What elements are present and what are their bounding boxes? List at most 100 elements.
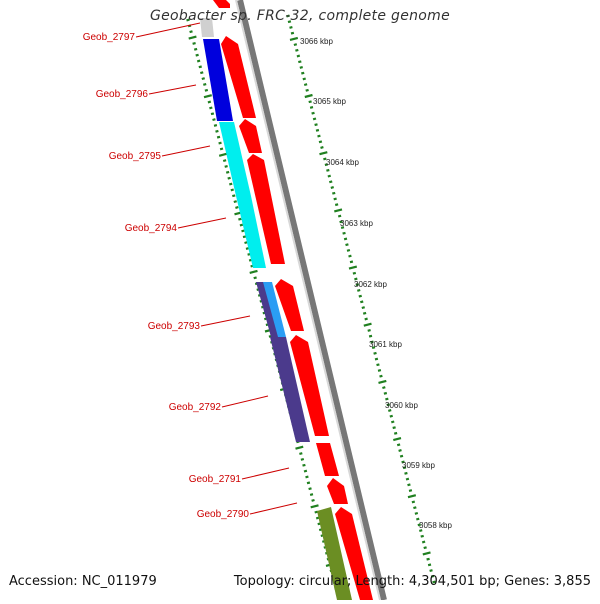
genome-summary-text: Topology: circular; Length: 4,304,501 bp… <box>234 574 591 589</box>
minor-tick <box>217 137 220 138</box>
minor-tick <box>350 262 353 263</box>
minor-tick <box>321 147 324 148</box>
leader-geob-2793 <box>201 316 250 326</box>
minor-tick <box>315 512 318 513</box>
forward-gene-8[interactable] <box>327 478 348 504</box>
scale-label: 3059 kbp <box>402 461 435 470</box>
major-tick <box>189 37 197 39</box>
minor-tick <box>300 67 303 68</box>
minor-tick <box>394 433 397 434</box>
minor-tick <box>430 570 433 571</box>
minor-tick <box>369 336 372 337</box>
minor-tick <box>294 44 297 45</box>
minor-tick <box>223 160 226 161</box>
gene-label[interactable]: Geob_2792 <box>169 402 222 413</box>
minor-tick <box>211 113 214 114</box>
minor-tick <box>202 78 205 79</box>
minor-tick <box>422 542 425 543</box>
minor-tick <box>329 181 332 182</box>
minor-tick <box>304 471 307 472</box>
minor-tick <box>374 353 377 354</box>
minor-tick <box>226 172 229 173</box>
minor-tick <box>316 130 319 131</box>
minor-tick <box>310 107 313 108</box>
minor-tick <box>359 296 362 297</box>
minor-tick <box>406 479 409 480</box>
minor-tick <box>338 216 341 217</box>
minor-tick <box>208 102 211 103</box>
map-title: Geobacter sp. FRC-32, complete genome <box>0 8 600 24</box>
major-tick <box>311 505 319 507</box>
major-tick <box>349 267 357 269</box>
major-tick <box>320 152 328 154</box>
leader-geob-2794 <box>178 218 226 228</box>
major-tick <box>393 438 401 440</box>
forward-gene-1[interactable] <box>213 0 230 8</box>
minor-tick <box>391 422 394 423</box>
leader-geob-2791 <box>242 468 289 479</box>
minor-tick <box>318 136 321 137</box>
minor-tick <box>194 49 197 50</box>
minor-tick <box>312 500 315 501</box>
minor-tick <box>353 273 356 274</box>
gene-label[interactable]: Geob_2791 <box>189 474 242 485</box>
minor-tick <box>219 143 222 144</box>
forward-gene-7[interactable] <box>316 443 339 476</box>
minor-tick <box>424 547 427 548</box>
minor-tick <box>408 484 411 485</box>
minor-tick <box>409 490 412 491</box>
minor-tick <box>377 364 380 365</box>
minor-tick <box>306 90 309 91</box>
major-tick <box>219 154 227 156</box>
major-tick <box>305 95 313 97</box>
minor-tick <box>243 236 246 237</box>
forward-gene-3[interactable] <box>239 119 262 153</box>
minor-tick <box>399 450 402 451</box>
minor-tick <box>304 84 307 85</box>
accession-text: Accession: NC_011979 <box>9 574 157 589</box>
gene-label[interactable]: Geob_2795 <box>109 151 162 162</box>
minor-tick <box>254 277 257 278</box>
minor-tick <box>362 307 365 308</box>
minor-tick <box>238 219 241 220</box>
gene-label[interactable]: Geob_2796 <box>96 89 149 100</box>
minor-tick <box>382 387 385 388</box>
genome-backbone <box>236 0 384 600</box>
leader-geob-2792 <box>222 396 268 407</box>
minor-tick <box>415 513 418 514</box>
gene-label[interactable]: Geob_2793 <box>148 321 201 332</box>
gene-label[interactable]: Geob_2794 <box>125 223 178 234</box>
minor-tick <box>310 494 313 495</box>
gene-label[interactable]: Geob_2790 <box>197 509 250 520</box>
minor-tick <box>416 519 419 520</box>
minor-tick <box>301 73 304 74</box>
minor-tick <box>380 376 383 377</box>
major-tick <box>423 552 431 554</box>
scale-label: 3062 kbp <box>354 280 387 289</box>
minor-tick <box>307 483 310 484</box>
minor-tick <box>428 565 431 566</box>
minor-tick <box>232 195 235 196</box>
minor-tick <box>347 250 350 251</box>
minor-tick <box>334 199 337 200</box>
minor-tick <box>335 204 338 205</box>
minor-tick <box>303 465 306 466</box>
minor-tick <box>309 101 312 102</box>
major-tick <box>296 447 304 449</box>
minor-tick <box>197 61 200 62</box>
minor-tick <box>203 84 206 85</box>
minor-tick <box>346 244 349 245</box>
scale-label: 3061 kbp <box>369 340 402 349</box>
minor-tick <box>412 502 415 503</box>
minor-tick <box>297 56 300 57</box>
minor-tick <box>313 119 316 120</box>
gene-label[interactable]: Geob_2797 <box>83 32 136 43</box>
minor-tick <box>400 456 403 457</box>
minor-tick <box>328 176 331 177</box>
minor-tick <box>242 231 245 232</box>
scale-label: 3064 kbp <box>326 158 359 167</box>
minor-tick <box>397 444 400 445</box>
scale-label: 3058 kbp <box>419 521 452 530</box>
major-tick <box>379 381 387 383</box>
